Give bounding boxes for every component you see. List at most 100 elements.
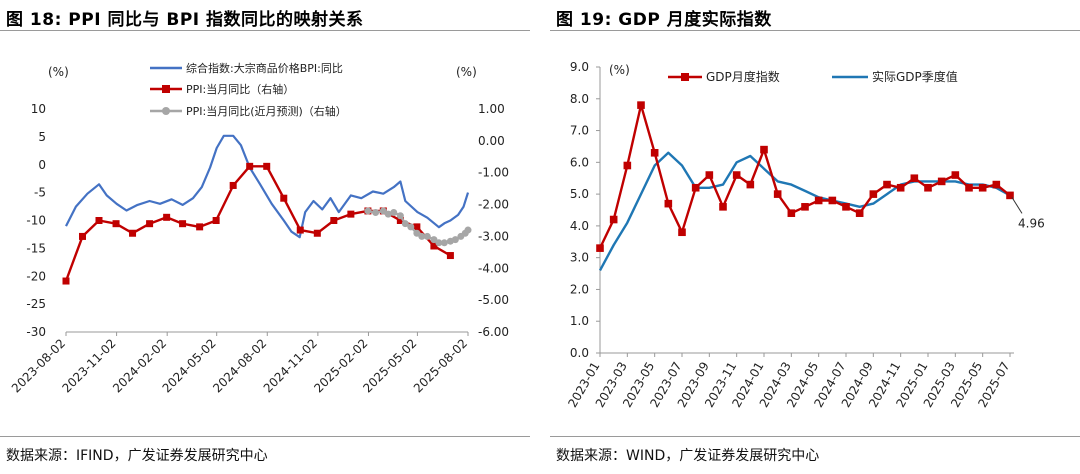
y-left-tick-label: -5 bbox=[34, 186, 46, 200]
data-point-square bbox=[413, 223, 421, 231]
y-tick-label: 8.0 bbox=[570, 92, 589, 106]
data-point-circle bbox=[364, 207, 372, 215]
legend-label: PPI:当月同比（右轴） bbox=[186, 82, 294, 96]
data-point-square bbox=[1006, 191, 1014, 200]
annotation-leader bbox=[1011, 197, 1023, 214]
data-point-circle bbox=[451, 236, 459, 244]
data-point-square bbox=[773, 190, 782, 198]
data-point-square bbox=[212, 217, 220, 224]
data-point-circle bbox=[423, 232, 431, 240]
ppi-bpi-chart: 10 5 0 -5 -10 -15 -20 -25 -30 1.00 0.00 -1.00 -2.00 -… bbox=[9, 61, 509, 395]
data-point-square bbox=[869, 190, 878, 198]
data-point-square bbox=[896, 183, 905, 192]
data-point-circle bbox=[435, 239, 443, 247]
source-divider bbox=[550, 436, 1080, 437]
y-tick-label: 4.0 bbox=[570, 219, 589, 233]
data-point-square bbox=[910, 174, 919, 183]
data-point-square bbox=[637, 101, 645, 109]
data-point-square bbox=[263, 162, 271, 170]
data-point-square bbox=[705, 171, 714, 179]
y-left-tick-label: -15 bbox=[26, 241, 46, 255]
y-left-tick-label: -20 bbox=[26, 269, 46, 283]
source-divider bbox=[0, 436, 530, 437]
data-point-circle bbox=[390, 209, 398, 217]
y-right-tick-label: -3.00 bbox=[478, 229, 509, 243]
y-tick-label: 7.0 bbox=[570, 124, 589, 138]
data-point-square bbox=[978, 183, 987, 192]
y-tick-label: 9.0 bbox=[570, 60, 589, 74]
y-right-unit: (%) bbox=[456, 65, 477, 79]
y-right-tick-label: 0.00 bbox=[478, 134, 505, 148]
series-line bbox=[65, 134, 470, 239]
data-point-square bbox=[732, 171, 741, 179]
data-point-square bbox=[650, 149, 659, 157]
data-point-square bbox=[430, 242, 438, 250]
data-point-circle bbox=[379, 207, 387, 215]
data-point-square bbox=[596, 244, 604, 252]
data-point-circle bbox=[418, 232, 426, 240]
legend-marker bbox=[162, 107, 170, 115]
y-left-tick-label: -25 bbox=[26, 297, 46, 311]
data-point-square bbox=[95, 217, 103, 224]
data-point-circle bbox=[407, 223, 415, 231]
y-tick-label: 0.0 bbox=[570, 346, 589, 360]
data-point-square bbox=[62, 277, 70, 285]
data-point-square bbox=[347, 210, 355, 218]
data-point-square bbox=[937, 177, 946, 186]
data-point-circle bbox=[430, 236, 438, 244]
data-point-square bbox=[965, 183, 973, 192]
data-point-square bbox=[280, 194, 288, 202]
data-point-square bbox=[760, 145, 768, 154]
legend-label: PPI:当月同比(近月预测)（右轴） bbox=[186, 104, 347, 118]
series-line bbox=[598, 103, 1011, 249]
data-point-circle bbox=[464, 226, 472, 234]
figure-19-source: 数据来源：WIND，广发证券发展研究中心 bbox=[556, 448, 820, 464]
legend-marker bbox=[162, 85, 170, 93]
figure-18-source: 数据来源：IFIND，广发证券发展研究中心 bbox=[6, 448, 268, 464]
y-tick-label: 5.0 bbox=[570, 187, 589, 201]
data-point-circle bbox=[384, 210, 392, 218]
y-right-tick-label: 1.00 bbox=[478, 102, 505, 116]
data-point-square bbox=[246, 162, 254, 170]
y-left-tick-label: 5 bbox=[38, 130, 46, 144]
data-point-square bbox=[828, 196, 837, 205]
y-unit: (%) bbox=[609, 63, 630, 77]
y-left-tick-label: -30 bbox=[26, 325, 46, 339]
data-point-square bbox=[396, 217, 404, 224]
figure-18-panel: 图 18: PPI 同比与 BPI 指数同比的映射关系 10 5 0 -5 -10 -15… bbox=[0, 0, 530, 474]
data-point-square bbox=[313, 229, 321, 237]
data-point-square bbox=[609, 215, 618, 224]
figure-19-panel: 图 19: GDP 月度实际指数 9.0 8.0 7.0 6.0 5.0 4.0 3.0 2.… bbox=[550, 0, 1080, 474]
data-point-square bbox=[814, 196, 823, 205]
data-point-square bbox=[691, 183, 700, 192]
y-right-tick-label: -1.00 bbox=[478, 166, 509, 180]
data-point-square bbox=[883, 180, 891, 189]
data-point-circle bbox=[413, 229, 421, 237]
data-point-square bbox=[129, 229, 137, 237]
data-point-square bbox=[446, 252, 454, 260]
figure-18-title: 图 18: PPI 同比与 BPI 指数同比的映射关系 bbox=[6, 10, 364, 30]
y-left-tick-label: 0 bbox=[38, 158, 46, 172]
legend-marker bbox=[681, 73, 689, 81]
legend-label: GDP月度指数 bbox=[706, 69, 780, 84]
y-right-tick-label: -6.00 bbox=[478, 325, 509, 339]
data-point-square bbox=[801, 203, 809, 211]
y-left-tick-label: -10 bbox=[26, 214, 46, 228]
y-tick-label: 1.0 bbox=[570, 314, 589, 328]
title-divider bbox=[0, 30, 530, 31]
series-line bbox=[598, 151, 1011, 271]
data-point-circle bbox=[396, 212, 404, 220]
y-right-tick-label: -5.00 bbox=[478, 293, 509, 307]
data-point-circle bbox=[372, 209, 380, 217]
data-point-square bbox=[196, 223, 204, 231]
data-point-square bbox=[992, 180, 1001, 189]
y-right-tick-label: -4.00 bbox=[478, 261, 509, 275]
y-tick-label: 2.0 bbox=[570, 282, 589, 296]
legend-label: 综合指数:大宗商品价格BPI:同比 bbox=[186, 61, 343, 75]
data-point-square bbox=[746, 180, 755, 189]
y-right-tick-label: -2.00 bbox=[478, 198, 509, 212]
data-point-square bbox=[678, 228, 686, 237]
y-tick-label: 3.0 bbox=[570, 251, 589, 265]
data-point-square bbox=[951, 171, 960, 179]
data-point-square bbox=[855, 209, 864, 217]
